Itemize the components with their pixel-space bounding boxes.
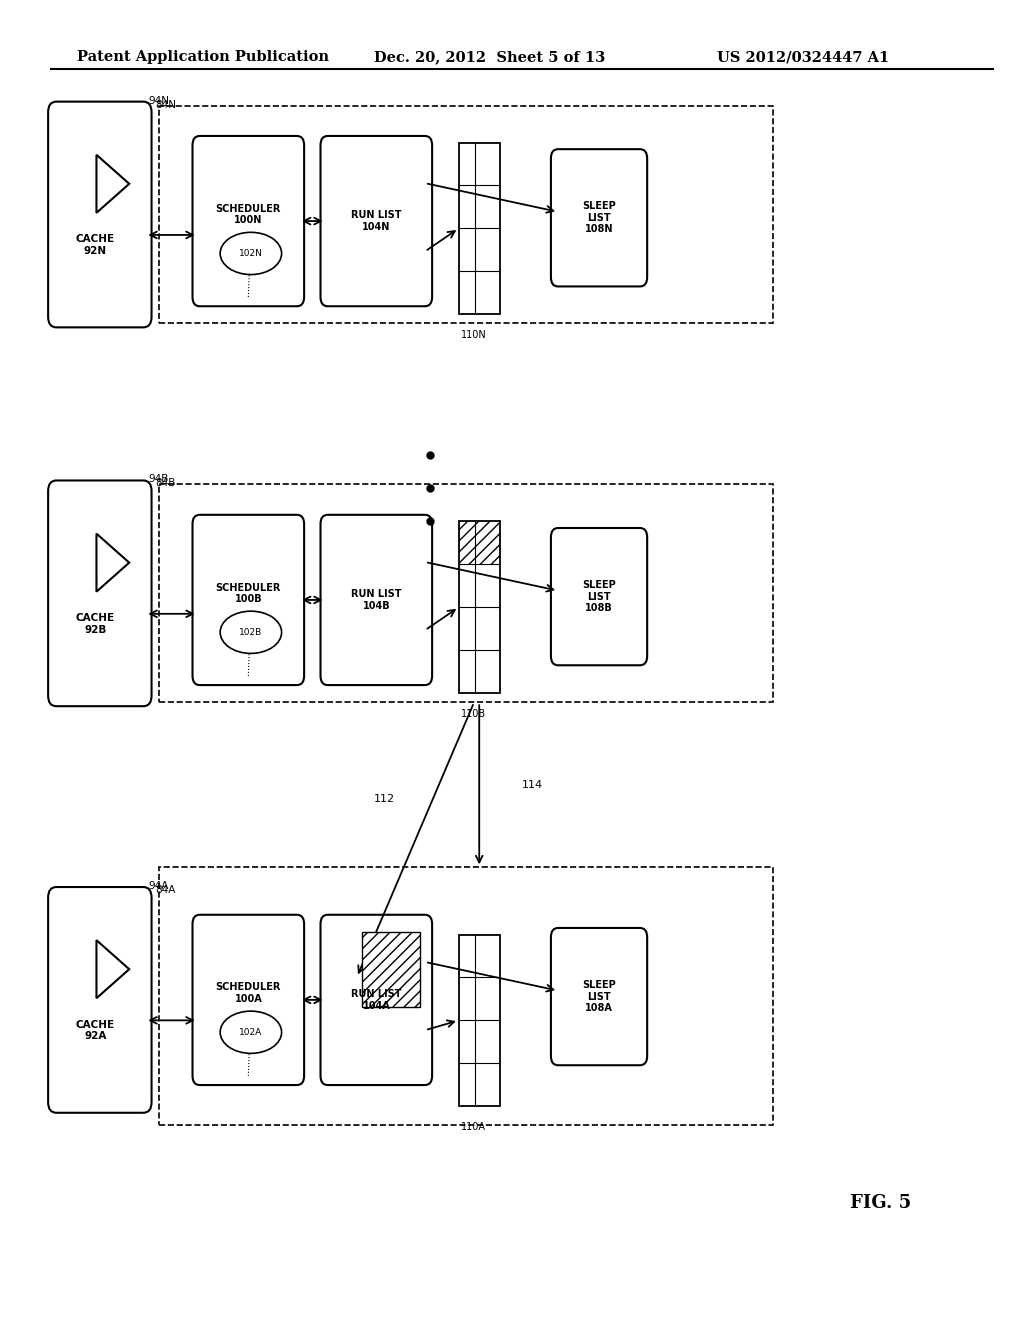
- Text: CACHE
92N: CACHE 92N: [76, 235, 115, 256]
- Text: RUN LIST
104A: RUN LIST 104A: [351, 989, 401, 1011]
- Text: 110B: 110B: [461, 709, 486, 719]
- Text: 94N: 94N: [148, 95, 170, 106]
- Text: CACHE
92B: CACHE 92B: [76, 614, 115, 635]
- Bar: [159, 867, 773, 1125]
- Text: FIG. 5: FIG. 5: [850, 1193, 911, 1212]
- Text: 110A: 110A: [461, 1122, 485, 1133]
- Text: RUN LIST
104B: RUN LIST 104B: [351, 589, 401, 611]
- Ellipse shape: [220, 232, 282, 275]
- Polygon shape: [96, 940, 129, 998]
- FancyBboxPatch shape: [321, 515, 432, 685]
- FancyBboxPatch shape: [321, 915, 432, 1085]
- Text: Dec. 20, 2012  Sheet 5 of 13: Dec. 20, 2012 Sheet 5 of 13: [374, 50, 605, 65]
- Text: SCHEDULER
100A: SCHEDULER 100A: [216, 982, 281, 1005]
- Bar: [361, 932, 420, 1007]
- FancyBboxPatch shape: [48, 480, 152, 706]
- Text: 94A: 94A: [148, 880, 169, 891]
- Text: 102N: 102N: [239, 249, 263, 257]
- Bar: [459, 143, 500, 314]
- FancyBboxPatch shape: [551, 928, 647, 1065]
- Polygon shape: [96, 154, 129, 213]
- Text: RUN LIST
104N: RUN LIST 104N: [351, 210, 401, 232]
- Bar: [459, 521, 500, 565]
- FancyBboxPatch shape: [193, 136, 304, 306]
- Text: 102B: 102B: [240, 628, 262, 636]
- Text: CACHE
92A: CACHE 92A: [76, 1020, 115, 1041]
- Bar: [459, 521, 500, 693]
- FancyBboxPatch shape: [48, 102, 152, 327]
- Text: 84N: 84N: [156, 99, 177, 110]
- FancyBboxPatch shape: [193, 915, 304, 1085]
- FancyBboxPatch shape: [321, 136, 432, 306]
- Text: 84B: 84B: [156, 478, 176, 488]
- Text: 114: 114: [522, 780, 543, 791]
- Text: Patent Application Publication: Patent Application Publication: [77, 50, 329, 65]
- FancyBboxPatch shape: [193, 515, 304, 685]
- Text: 102A: 102A: [240, 1028, 262, 1036]
- Ellipse shape: [220, 1011, 282, 1053]
- Bar: [459, 935, 500, 1106]
- Ellipse shape: [220, 611, 282, 653]
- Polygon shape: [96, 533, 129, 591]
- Bar: [159, 106, 773, 323]
- Text: 84A: 84A: [156, 884, 176, 895]
- Text: SCHEDULER
100B: SCHEDULER 100B: [216, 582, 281, 605]
- Text: 112: 112: [374, 793, 394, 804]
- FancyBboxPatch shape: [48, 887, 152, 1113]
- Text: 110N: 110N: [461, 330, 486, 341]
- Text: SLEEP
LIST
108A: SLEEP LIST 108A: [583, 979, 615, 1014]
- Text: SLEEP
LIST
108N: SLEEP LIST 108N: [583, 201, 615, 235]
- FancyBboxPatch shape: [551, 528, 647, 665]
- Bar: [159, 484, 773, 702]
- FancyBboxPatch shape: [551, 149, 647, 286]
- Text: SLEEP
LIST
108B: SLEEP LIST 108B: [583, 579, 615, 614]
- Text: SCHEDULER
100N: SCHEDULER 100N: [216, 203, 281, 226]
- Text: 94B: 94B: [148, 474, 169, 484]
- Text: US 2012/0324447 A1: US 2012/0324447 A1: [717, 50, 889, 65]
